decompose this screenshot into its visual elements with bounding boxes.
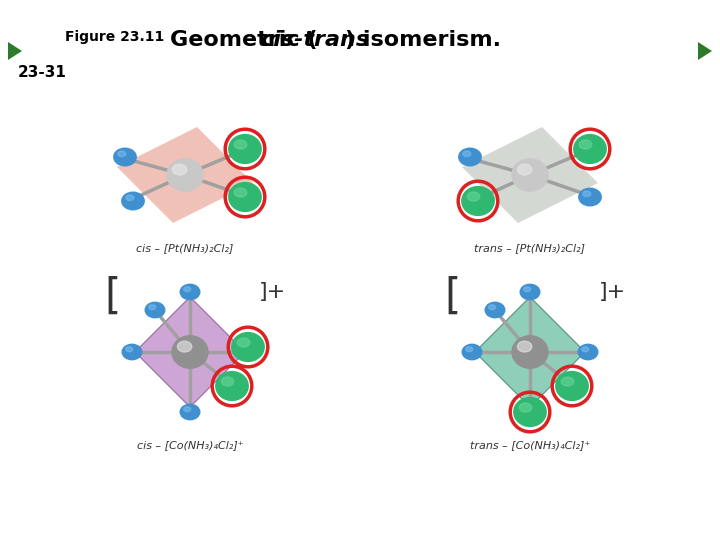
Ellipse shape xyxy=(485,302,505,318)
Ellipse shape xyxy=(519,403,532,412)
Ellipse shape xyxy=(521,284,540,300)
Ellipse shape xyxy=(232,333,264,361)
Polygon shape xyxy=(475,297,585,352)
Polygon shape xyxy=(135,352,245,407)
Ellipse shape xyxy=(523,287,531,292)
Ellipse shape xyxy=(514,397,546,427)
Ellipse shape xyxy=(459,148,481,166)
Ellipse shape xyxy=(579,188,601,206)
Ellipse shape xyxy=(114,148,136,166)
Polygon shape xyxy=(8,42,22,60)
Ellipse shape xyxy=(518,164,532,175)
Ellipse shape xyxy=(466,347,473,352)
Text: ]+: ]+ xyxy=(258,282,286,302)
Ellipse shape xyxy=(512,336,548,368)
Polygon shape xyxy=(117,127,253,223)
Ellipse shape xyxy=(172,336,208,368)
Ellipse shape xyxy=(489,305,495,309)
Ellipse shape xyxy=(579,140,592,149)
Text: trans – [Pt(NH₃)₂Cl₂]: trans – [Pt(NH₃)₂Cl₂] xyxy=(474,243,585,253)
Ellipse shape xyxy=(145,302,165,318)
Ellipse shape xyxy=(234,188,247,197)
Ellipse shape xyxy=(229,134,261,164)
Text: trans – [Co(NH₃)₄Cl₂]⁺: trans – [Co(NH₃)₄Cl₂]⁺ xyxy=(470,440,590,450)
Text: 23-31: 23-31 xyxy=(18,65,67,80)
Text: Figure 23.11: Figure 23.11 xyxy=(65,30,164,44)
Ellipse shape xyxy=(126,195,134,200)
Ellipse shape xyxy=(216,372,248,400)
Text: [: [ xyxy=(444,276,460,318)
Polygon shape xyxy=(462,127,598,223)
Ellipse shape xyxy=(467,192,480,201)
Ellipse shape xyxy=(180,404,200,420)
Ellipse shape xyxy=(574,134,606,164)
Ellipse shape xyxy=(172,164,186,175)
Text: Geometric (: Geometric ( xyxy=(170,30,318,50)
Ellipse shape xyxy=(126,347,132,352)
Ellipse shape xyxy=(463,151,471,157)
Ellipse shape xyxy=(561,377,574,386)
Ellipse shape xyxy=(518,341,532,352)
Text: [: [ xyxy=(104,276,120,318)
Ellipse shape xyxy=(180,284,200,300)
Ellipse shape xyxy=(149,305,156,309)
Polygon shape xyxy=(475,297,530,407)
Ellipse shape xyxy=(237,338,250,347)
Text: ]+: ]+ xyxy=(598,282,626,302)
Ellipse shape xyxy=(184,407,191,411)
Ellipse shape xyxy=(462,187,494,215)
Ellipse shape xyxy=(582,191,591,197)
Polygon shape xyxy=(475,352,585,407)
Ellipse shape xyxy=(167,159,203,191)
Text: cis-trans: cis-trans xyxy=(260,30,369,50)
Polygon shape xyxy=(698,42,712,60)
Ellipse shape xyxy=(177,341,192,352)
Text: cis – [Co(NH₃)₄Cl₂]⁺: cis – [Co(NH₃)₄Cl₂]⁺ xyxy=(137,440,243,450)
Ellipse shape xyxy=(122,192,144,210)
Ellipse shape xyxy=(512,159,548,191)
Polygon shape xyxy=(190,297,245,407)
Ellipse shape xyxy=(118,151,126,157)
Ellipse shape xyxy=(234,140,247,149)
Ellipse shape xyxy=(462,345,482,360)
Ellipse shape xyxy=(556,372,588,400)
Ellipse shape xyxy=(184,287,191,292)
Polygon shape xyxy=(135,297,190,407)
Polygon shape xyxy=(135,297,245,352)
Ellipse shape xyxy=(582,347,589,352)
Ellipse shape xyxy=(122,345,142,360)
Text: cis – [Pt(NH₃)₂Cl₂]: cis – [Pt(NH₃)₂Cl₂] xyxy=(136,243,234,253)
Text: ) isomerism.: ) isomerism. xyxy=(345,30,501,50)
Polygon shape xyxy=(530,297,585,407)
Ellipse shape xyxy=(229,183,261,211)
Ellipse shape xyxy=(221,377,234,386)
Ellipse shape xyxy=(578,345,598,360)
